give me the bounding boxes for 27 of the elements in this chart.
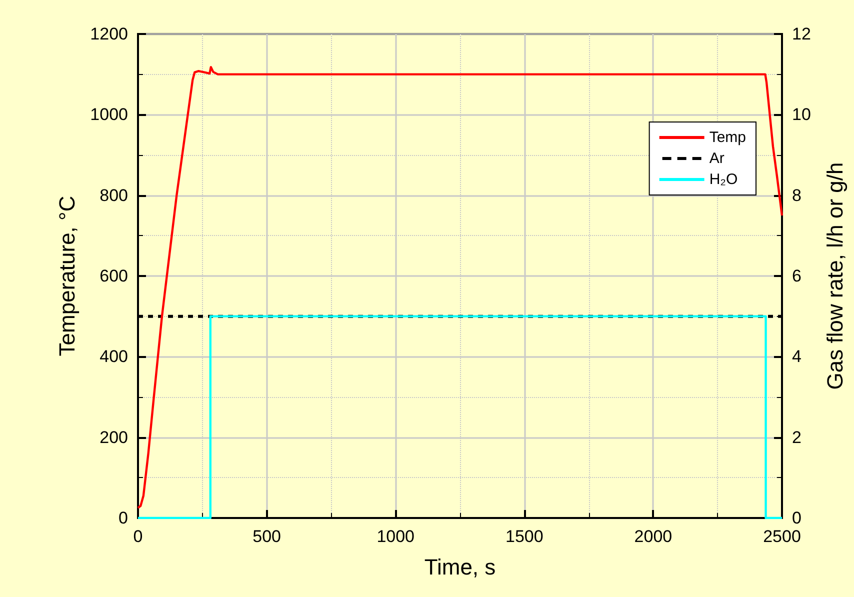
legend-label: Temp	[709, 129, 746, 146]
y-axis-title: Temperature, °C	[54, 196, 80, 356]
y2-tick-label: 2	[792, 428, 802, 447]
y-tick-label: 600	[100, 266, 128, 286]
x-tick-label: 2000	[634, 527, 672, 546]
y2-tick-label: 6	[792, 266, 802, 286]
x-tick-label: 0	[133, 527, 143, 546]
x-tick-label: 500	[252, 527, 281, 546]
legend-label: Ar	[709, 150, 724, 167]
y2-tick-label: 0	[792, 508, 802, 528]
y-tick-label: 0	[118, 508, 128, 528]
y-tick-label: 400	[100, 347, 128, 366]
y2-axis-title: Gas flow rate, l/h or g/h	[822, 162, 848, 390]
y-tick-label: 800	[100, 186, 128, 205]
x-axis-title: Time, s	[424, 554, 496, 580]
y2-tick-label: 8	[792, 186, 802, 205]
line-series	[136, 66, 784, 510]
x-tick-label: 1000	[376, 527, 415, 546]
y2-tick-label: 12	[792, 24, 811, 44]
y2-tick-label: 4	[792, 347, 802, 366]
x-tick-label: 2500	[763, 527, 801, 546]
y2-tick-label: 10	[792, 105, 811, 124]
x-tick-label: 1500	[505, 527, 544, 546]
y-tick-label: 1000	[90, 105, 128, 124]
y-tick-label: 200	[100, 428, 128, 447]
legend-label: H₂O	[709, 171, 738, 188]
y-tick-label: 1200	[90, 24, 128, 44]
